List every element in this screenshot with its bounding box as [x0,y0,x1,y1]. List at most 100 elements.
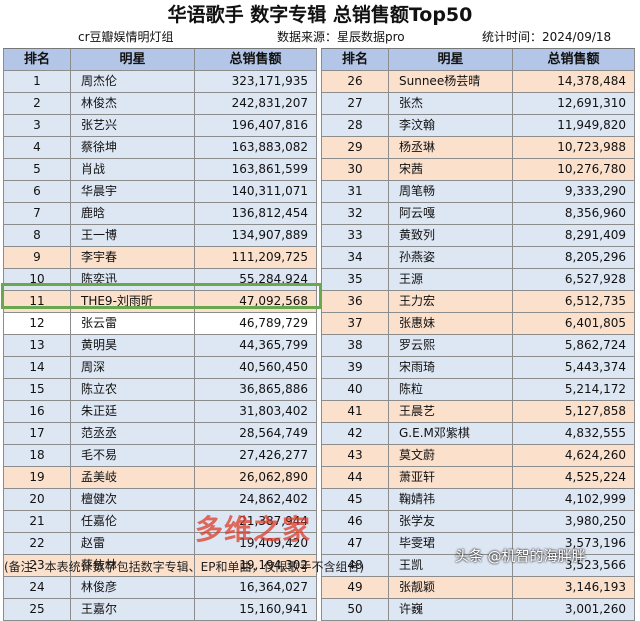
rank-cell: 33 [321,225,389,246]
rank-cell: 42 [321,423,389,444]
rank-cell: 9 [3,247,71,268]
sales-cell: 3,146,193 [513,577,635,598]
rank-cell: 50 [321,599,389,620]
sales-cell: 14,378,484 [513,71,635,92]
table-row: 2 林俊杰 242,831,207 [3,93,317,115]
sales-cell: 4,525,224 [513,467,635,488]
table-header: 排名 明星 总销售额 [3,49,317,71]
rank-cell: 20 [3,489,71,510]
star-cell: 周笔畅 [389,181,513,202]
sales-cell: 323,171,935 [195,71,317,92]
table-row: 26 Sunnee杨芸晴 14,378,484 [321,71,635,93]
table-row: 36 王力宏 6,512,735 [321,291,635,313]
sales-cell: 24,862,402 [195,489,317,510]
rank-cell: 29 [321,137,389,158]
header-sales: 总销售额 [195,49,317,70]
rank-cell: 11 [3,291,71,312]
rank-cell: 5 [3,159,71,180]
table-row: 37 张惠妹 6,401,805 [321,313,635,335]
sales-cell: 3,001,260 [513,599,635,620]
star-cell: 张惠妹 [389,313,513,334]
rank-cell: 24 [3,577,71,598]
data-source-label: 数据来源：星辰数据pro [277,30,405,44]
star-cell: 周杰伦 [71,71,195,92]
rank-cell: 35 [321,269,389,290]
sales-cell: 3,523,566 [513,555,635,576]
rank-cell: 12 [3,313,71,334]
rank-cell: 19 [3,467,71,488]
rank-cell: 16 [3,401,71,422]
table-row: 25 王嘉尔 15,160,941 [3,599,317,621]
rank-cell: 4 [3,137,71,158]
star-cell: 张杰 [389,93,513,114]
sales-cell: 44,365,799 [195,335,317,356]
rank-cell: 14 [3,357,71,378]
rank-cell: 41 [321,401,389,422]
star-cell: 王源 [389,269,513,290]
rank-cell: 36 [321,291,389,312]
sales-cell: 27,426,277 [195,445,317,466]
table-row: 23 蔡依林 19,194,302 [3,555,317,577]
star-cell: 肖战 [71,159,195,180]
star-cell: 陈立农 [71,379,195,400]
star-cell: THE9-刘雨昕 [71,291,195,312]
table-row: 47 毕雯珺 3,573,196 [321,533,635,555]
header-sales: 总销售额 [513,49,635,70]
table-row: 40 陈粒 5,214,172 [321,379,635,401]
star-cell: 孟美岐 [71,467,195,488]
sales-cell: 196,407,816 [195,115,317,136]
sales-cell: 4,624,260 [513,445,635,466]
star-cell: 王嘉尔 [71,599,195,620]
rank-cell: 10 [3,269,71,290]
table-row: 20 檀健次 24,862,402 [3,489,317,511]
table-row: 18 毛不易 27,426,277 [3,445,317,467]
table-row: 35 王源 6,527,928 [321,269,635,291]
star-cell: 黄致列 [389,225,513,246]
rank-cell: 40 [321,379,389,400]
star-cell: 林俊彦 [71,577,195,598]
sales-cell: 40,560,450 [195,357,317,378]
sales-cell: 5,214,172 [513,379,635,400]
rank-cell: 25 [3,599,71,620]
rank-cell: 43 [321,445,389,466]
star-cell: G.E.M邓紫棋 [389,423,513,444]
table-row: 27 张杰 12,691,310 [321,93,635,115]
star-cell: 范丞丞 [71,423,195,444]
table-row: 15 陈立农 36,865,886 [3,379,317,401]
table-row: 13 黄明昊 44,365,799 [3,335,317,357]
sales-cell: 3,573,196 [513,533,635,554]
table-row: 46 张学友 3,980,250 [321,511,635,533]
star-cell: 林俊杰 [71,93,195,114]
sales-cell: 163,883,082 [195,137,317,158]
sales-cell: 36,865,886 [195,379,317,400]
star-cell: 檀健次 [71,489,195,510]
table-row: 44 萧亚轩 4,525,224 [321,467,635,489]
rank-cell: 32 [321,203,389,224]
table-row: 14 周深 40,560,450 [3,357,317,379]
sales-cell: 31,803,402 [195,401,317,422]
sales-cell: 10,723,988 [513,137,635,158]
star-cell: 蔡徐坤 [71,137,195,158]
star-cell: 张艺兴 [71,115,195,136]
rank-cell: 37 [321,313,389,334]
sales-cell: 4,102,999 [513,489,635,510]
sales-cell: 8,356,960 [513,203,635,224]
star-cell: 华晨宇 [71,181,195,202]
rank-cell: 1 [3,71,71,92]
sales-cell: 28,564,749 [195,423,317,444]
sales-cell: 55,284,924 [195,269,317,290]
rank-cell: 6 [3,181,71,202]
sales-cell: 5,443,374 [513,357,635,378]
star-cell: 孙燕姿 [389,247,513,268]
table-row: 3 张艺兴 196,407,816 [3,115,317,137]
header-rank: 排名 [3,49,71,70]
watermark-corner: 头条 @机智的海胖胖 [455,549,586,565]
rank-cell: 3 [3,115,71,136]
star-cell: 陈奕迅 [71,269,195,290]
rank-cell: 38 [321,335,389,356]
rank-cell: 27 [321,93,389,114]
star-cell: 朱正廷 [71,401,195,422]
table-row: 50 许巍 3,001,260 [321,599,635,621]
sales-cell: 26,062,890 [195,467,317,488]
sales-cell: 3,980,250 [513,511,635,532]
